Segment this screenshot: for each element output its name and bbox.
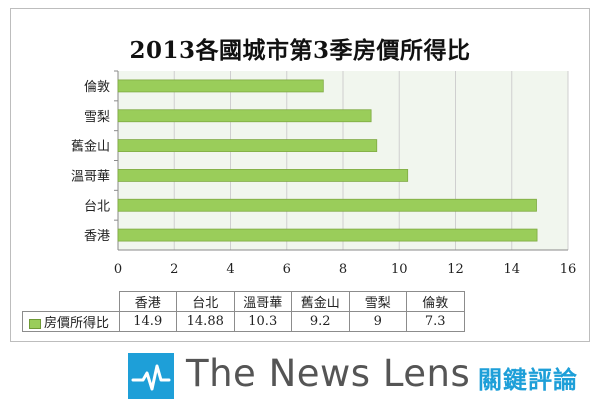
bar — [117, 169, 409, 182]
legend-swatch — [29, 318, 41, 329]
table-header-cell: 溫哥華 — [233, 291, 292, 312]
data-table: 香港 台北 溫哥華 舊金山 雪梨 倫敦 房價所得比 14.9 14.88 10.3 9.2 9 7.… — [22, 291, 465, 332]
y-tick-label: 舊金山 — [71, 139, 110, 155]
x-tick-label: 6 — [283, 262, 291, 277]
chart-title: 2013各國城市第3季房價所得比 — [129, 37, 471, 64]
table-header-cell: 雪梨 — [348, 291, 407, 312]
y-tick-label: 雪梨 — [84, 110, 110, 125]
table-header-cell: 倫敦 — [406, 291, 465, 312]
table-header-cell: 舊金山 — [291, 291, 350, 312]
bar — [117, 198, 537, 212]
x-tick-label: 10 — [391, 262, 408, 277]
bar — [117, 79, 324, 93]
site-logo: The News Lens 關鍵評論 — [128, 350, 598, 402]
table-series-label: 房價所得比 — [22, 311, 120, 332]
x-tick-label: 0 — [114, 262, 122, 277]
table-value-cell: 14.9 — [118, 311, 177, 332]
y-tick-label: 倫敦 — [84, 79, 110, 95]
bar — [117, 109, 372, 123]
table-value-cell: 14.88 — [176, 311, 235, 332]
bar — [117, 228, 538, 242]
y-tick-label: 香港 — [84, 229, 110, 244]
x-tick-label: 14 — [503, 262, 520, 277]
table-header-cell: 台北 — [176, 291, 235, 312]
logo-wordmark: The News Lens — [186, 352, 471, 395]
logo-pulse-icon — [128, 353, 174, 399]
x-tick-label: 2 — [170, 262, 178, 277]
bar — [117, 139, 378, 152]
table-series-name: 房價所得比 — [44, 316, 110, 331]
table-value-cell: 9 — [348, 311, 407, 332]
y-tick-label: 溫哥華 — [71, 169, 110, 184]
logo-cjk-name: 關鍵評論 — [478, 366, 578, 394]
table-value-cell: 7.3 — [406, 311, 465, 332]
table-value-cell: 10.3 — [233, 311, 292, 332]
table-header-cell: 香港 — [118, 291, 177, 312]
x-tick-label: 8 — [339, 262, 347, 277]
table-value-cell: 9.2 — [291, 311, 350, 332]
x-tick-label: 12 — [447, 262, 464, 277]
x-tick-label: 4 — [226, 262, 234, 277]
x-tick-label: 16 — [560, 262, 577, 277]
y-tick-label: 台北 — [84, 199, 110, 214]
